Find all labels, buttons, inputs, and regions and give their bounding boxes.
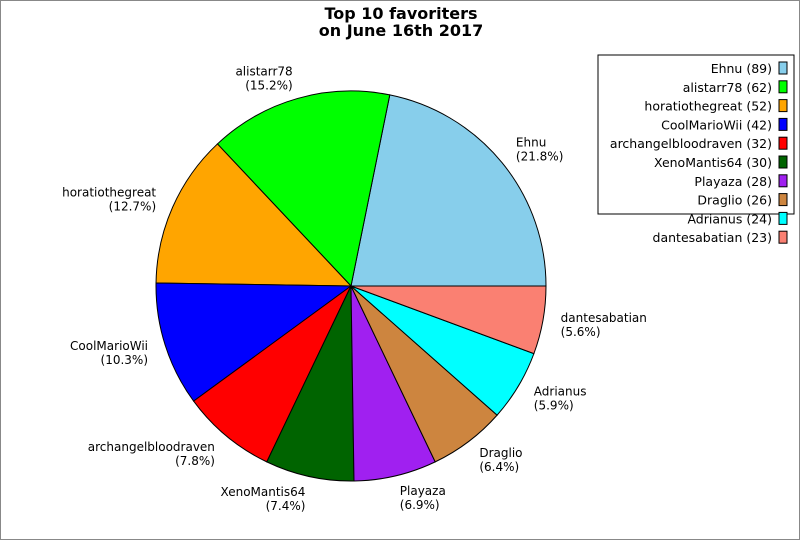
slice-label: horatiothegreat (62, 185, 156, 199)
legend-swatch (778, 80, 788, 94)
slice-label: Draglio (479, 446, 522, 460)
legend-entry-label: Adrianus (24) (687, 211, 772, 226)
slice-percent-label: (5.6%) (561, 325, 601, 339)
slice-label: Playaza (400, 484, 446, 498)
legend-swatch (778, 211, 788, 225)
chart-title-line-1: Top 10 favoriters (324, 4, 477, 23)
legend-swatch (778, 61, 788, 75)
pie-slice-horatiothegreat (155, 143, 353, 287)
legend-entry-label: Draglio (26) (697, 193, 772, 208)
slice-label: XenoMantis64 (221, 485, 306, 499)
slice-label: CoolMarioWii (70, 339, 148, 353)
legend-swatch (778, 174, 788, 188)
slice-label: alistarr78 (235, 64, 292, 78)
legend-entry-label: archangelbloodraven (32) (610, 136, 772, 151)
slice-percent-label: (15.2%) (245, 78, 292, 92)
legend-swatch (778, 193, 788, 207)
legend-entry-label: Playaza (28) (694, 174, 772, 189)
pie-slice-dantesabatian (350, 285, 547, 355)
legend-entry-label: horatiothegreat (52) (644, 99, 772, 114)
pie-slice-alistarr78 (216, 90, 391, 288)
legend-entry-label: XenoMantis64 (30) (654, 155, 772, 170)
chart-title-line-2: on June 16th 2017 (319, 21, 484, 40)
slice-percent-label: (21.8%) (516, 150, 563, 164)
slice-percent-label: (6.9%) (400, 498, 440, 512)
pie-slice-archangelbloodraven (192, 285, 352, 463)
slice-percent-label: (6.4%) (479, 460, 519, 474)
legend-swatch (778, 230, 788, 244)
pie-slice-Ehnu (350, 94, 547, 287)
slice-percent-label: (12.7%) (109, 199, 156, 213)
legend-swatch (778, 155, 788, 169)
slice-label: dantesabatian (561, 311, 647, 325)
slice-label: Adrianus (534, 384, 587, 398)
legend-swatch (778, 136, 788, 150)
slice-percent-label: (7.4%) (266, 499, 306, 513)
pie-slice-CoolMarioWii (155, 282, 353, 402)
legend-entry-label: Ehnu (89) (711, 61, 772, 76)
legend-swatch (778, 117, 788, 131)
legend-box (597, 54, 795, 215)
legend-swatch (778, 99, 788, 113)
legend-entry-label: dantesabatian (23) (653, 230, 772, 245)
slice-percent-label: (5.9%) (534, 398, 574, 412)
slice-percent-label: (10.3%) (101, 353, 148, 367)
legend-entry-label: alistarr78 (62) (683, 80, 772, 95)
slice-label: archangelbloodraven (88, 440, 215, 454)
legend-entry-label: CoolMarioWii (42) (661, 117, 772, 132)
slice-label: Ehnu (516, 136, 546, 150)
slice-percent-label: (7.8%) (175, 454, 215, 468)
